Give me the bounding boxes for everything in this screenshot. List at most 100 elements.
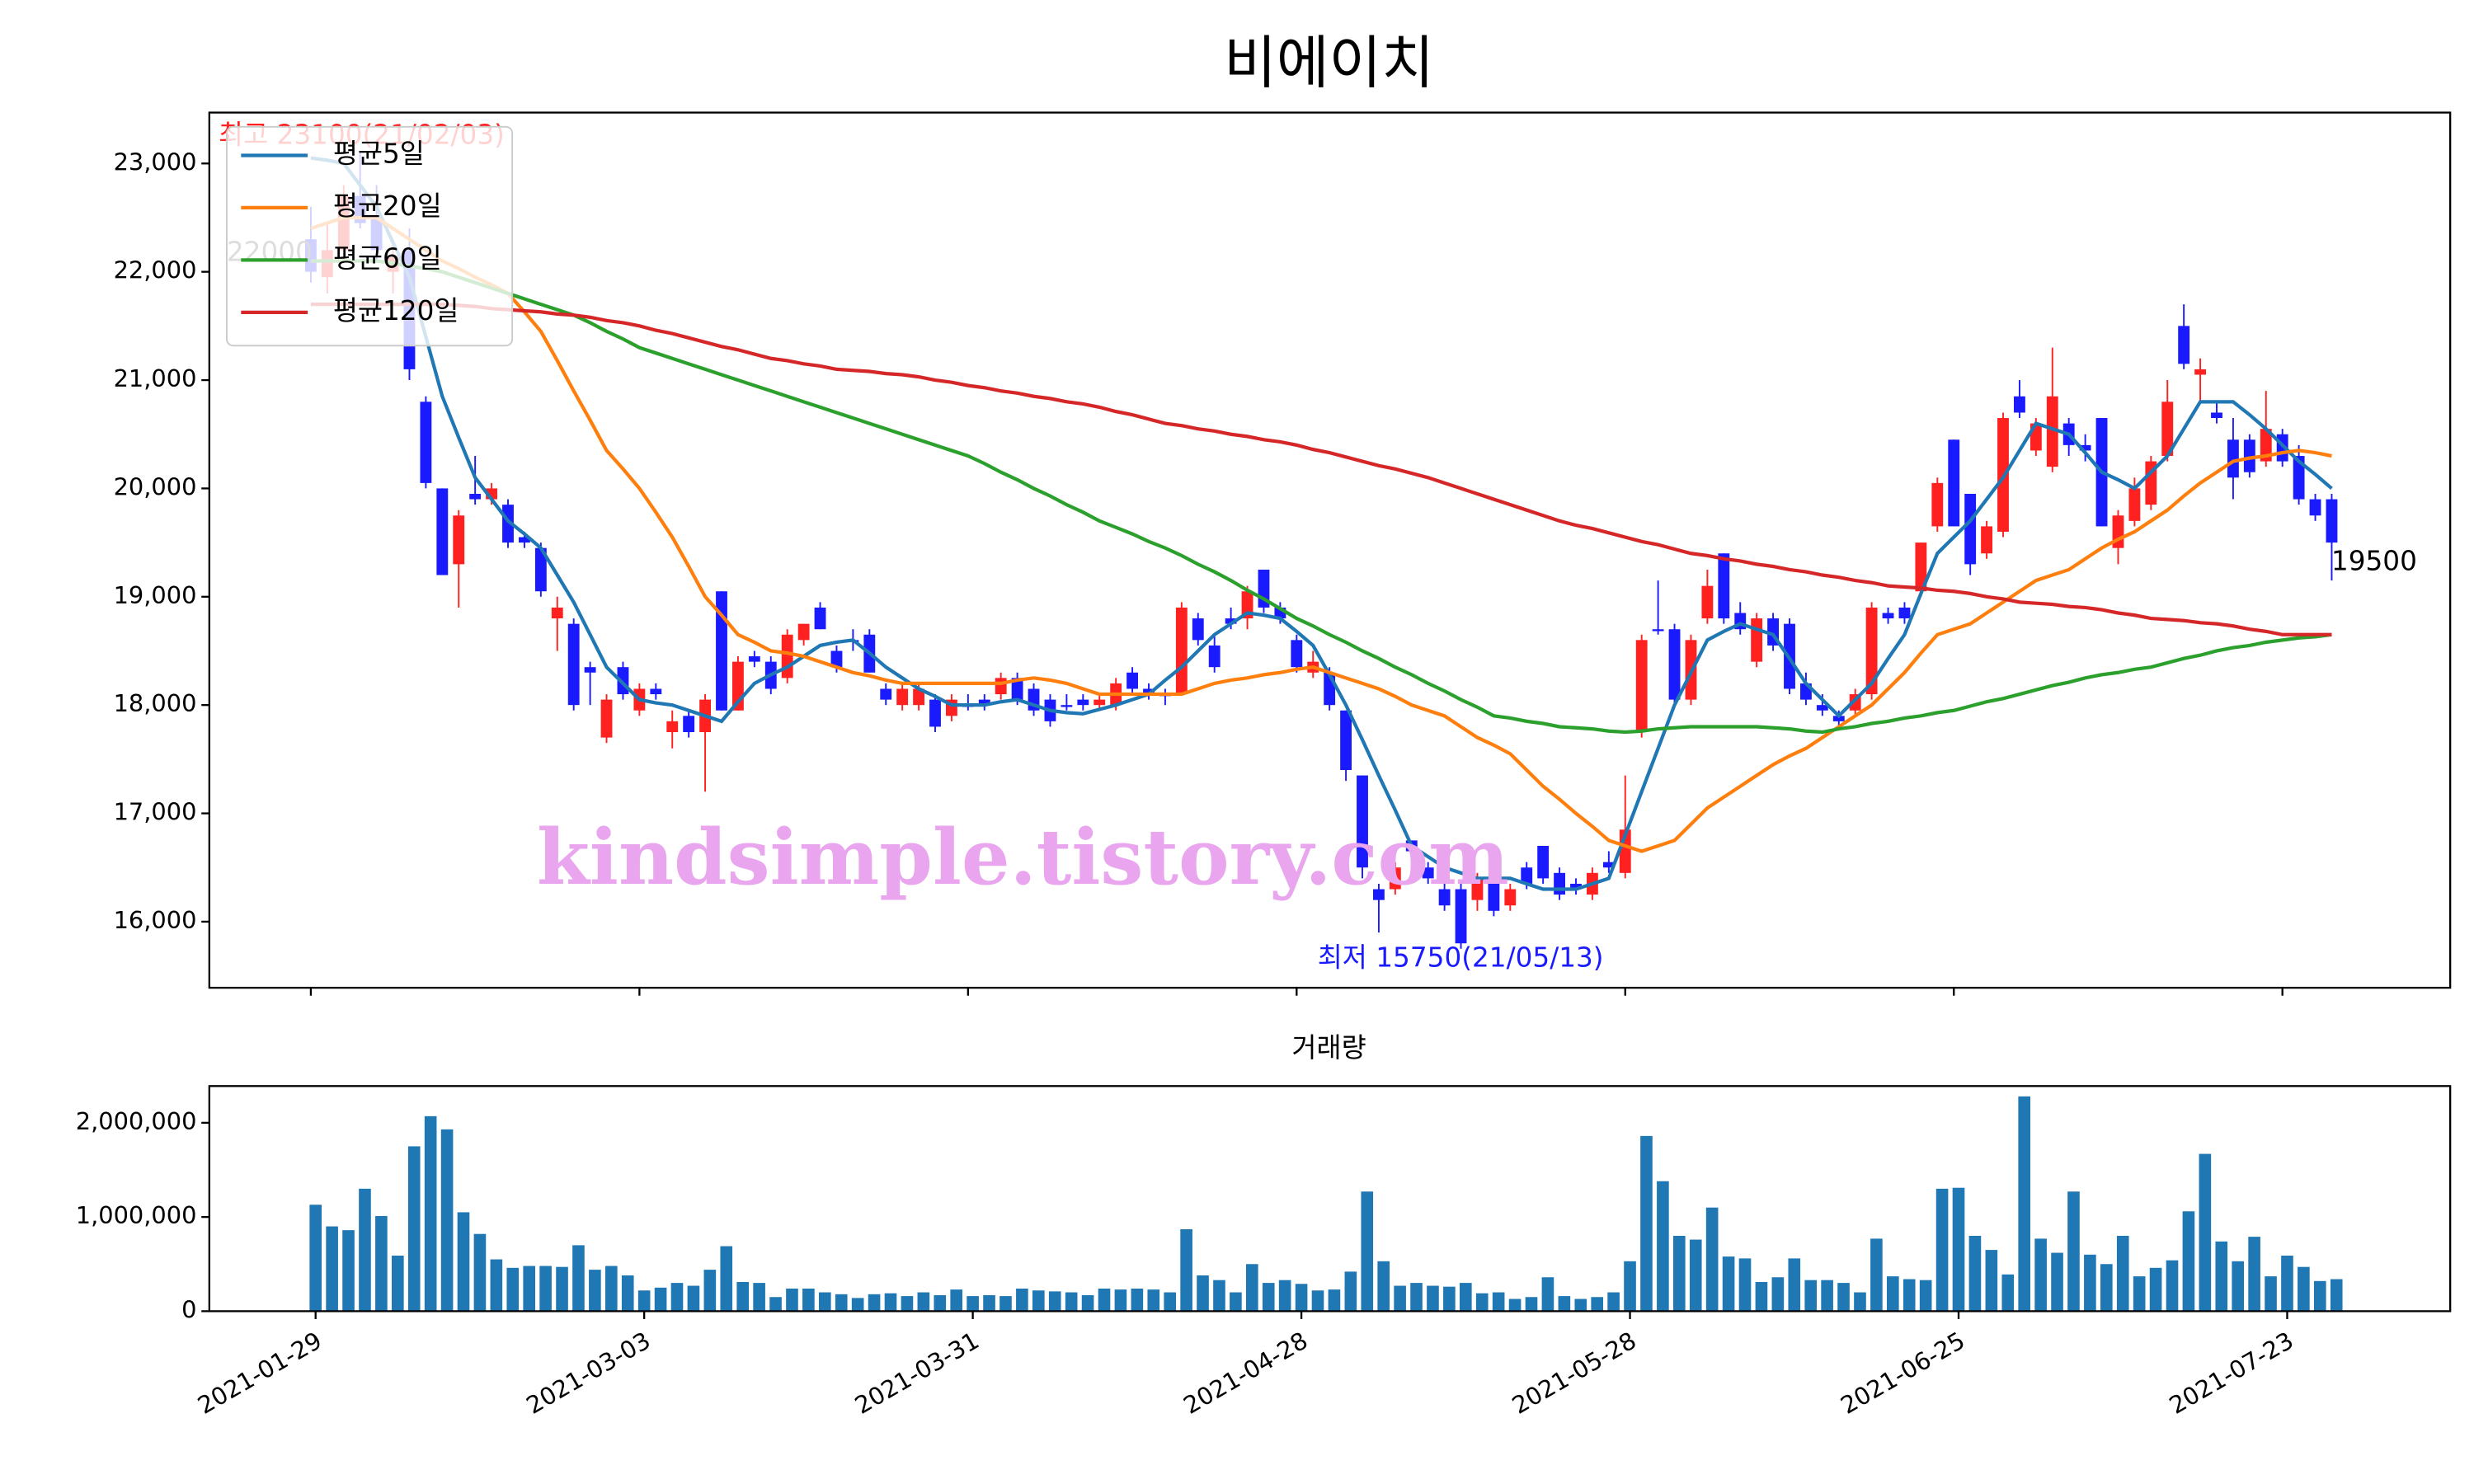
volume-bar xyxy=(539,1266,552,1312)
candle-body xyxy=(2211,412,2222,419)
volume-bar xyxy=(2149,1267,2162,1312)
volume-bar xyxy=(2199,1153,2212,1312)
volume-bar xyxy=(1311,1290,1324,1312)
ma-line xyxy=(310,156,2333,891)
candle-body xyxy=(1898,607,1911,619)
volume-bar xyxy=(670,1283,684,1312)
candle-body xyxy=(1948,439,1960,527)
y-tick-label: 22,000 xyxy=(114,256,197,284)
volume-bar xyxy=(967,1296,979,1312)
volume-bar xyxy=(736,1281,749,1312)
ma-line xyxy=(310,215,2332,853)
volume-bar xyxy=(720,1246,733,1312)
volume-bar xyxy=(2215,1241,2228,1312)
candle-body xyxy=(880,688,892,700)
candle-body xyxy=(2178,326,2190,364)
volume-bar xyxy=(703,1270,717,1312)
volume-bar xyxy=(1262,1283,1275,1312)
ma-line xyxy=(310,302,2332,636)
candle-body xyxy=(1570,883,1582,890)
candle-body xyxy=(1668,629,1681,700)
candle-body xyxy=(650,688,662,695)
chart-title: 비에이치 xyxy=(1224,31,1434,96)
candle-body xyxy=(2145,461,2157,505)
candle-body xyxy=(1602,862,1615,868)
volume-bar xyxy=(835,1294,848,1312)
volume-bar xyxy=(1935,1188,1949,1312)
volume-bar xyxy=(950,1289,962,1312)
candle-body xyxy=(1291,640,1303,668)
candle-body xyxy=(797,623,810,641)
volume-bar xyxy=(687,1285,700,1312)
candle-body xyxy=(2079,444,2091,451)
volume-bar xyxy=(802,1288,815,1312)
volume-bar xyxy=(1131,1288,1144,1312)
volume-bar xyxy=(1607,1292,1620,1312)
y-tick-label: 0 xyxy=(181,1295,196,1323)
volume-bar xyxy=(326,1226,338,1312)
candle-body xyxy=(1718,553,1730,619)
volume-bar xyxy=(2051,1252,2063,1312)
volume-bar xyxy=(490,1259,503,1312)
volume-bar xyxy=(523,1266,535,1312)
volume-bar xyxy=(1837,1283,1850,1312)
candle-body xyxy=(1865,607,1878,695)
candle-body xyxy=(748,656,760,662)
candle-body xyxy=(584,667,596,673)
volume-bar xyxy=(2018,1096,2030,1312)
volume-bar xyxy=(407,1146,421,1312)
volume-bar xyxy=(621,1275,634,1312)
volume-bar xyxy=(1771,1277,1785,1312)
candle-body xyxy=(978,699,990,706)
volume-bar xyxy=(1985,1250,1998,1312)
volume-bar xyxy=(2116,1235,2129,1312)
candle-body xyxy=(1389,867,1401,890)
volume-bar xyxy=(1788,1258,1801,1312)
price-frame xyxy=(208,111,2452,989)
volume-bar xyxy=(457,1212,470,1312)
ma-line xyxy=(310,259,2332,735)
volume-bar xyxy=(1854,1292,1866,1312)
volume-bar xyxy=(1377,1261,1390,1312)
candle-body xyxy=(1652,629,1664,632)
y-tick-label: 1,000,000 xyxy=(76,1201,197,1229)
volume-bar xyxy=(2248,1237,2260,1312)
volume-bar xyxy=(2265,1276,2277,1312)
volume-bar xyxy=(1344,1271,1357,1312)
volume-bar xyxy=(2067,1191,2080,1312)
candle-body xyxy=(1438,889,1451,906)
volume-bar xyxy=(983,1294,995,1312)
volume-bar xyxy=(1591,1297,1603,1312)
volume-bar xyxy=(2281,1255,2293,1312)
candle-body xyxy=(502,505,514,543)
candle-body xyxy=(896,688,909,706)
volume-bar xyxy=(506,1267,520,1312)
volume-bar xyxy=(2298,1266,2310,1312)
volume-bar xyxy=(1197,1275,1209,1312)
volume-bar xyxy=(819,1292,831,1312)
volume-bar xyxy=(1952,1187,1965,1312)
volume-bar xyxy=(473,1233,487,1312)
volume-bar xyxy=(556,1266,568,1312)
y-tick-label: 17,000 xyxy=(114,798,197,826)
volume-bar xyxy=(1213,1280,1225,1312)
candle-body xyxy=(2161,402,2174,457)
volume-bar xyxy=(1968,1235,1982,1312)
legend-label: 평균20일 xyxy=(333,190,442,222)
volume-bar xyxy=(1640,1135,1653,1312)
y-tick-label: 20,000 xyxy=(114,472,197,500)
candle-body xyxy=(2128,488,2141,521)
volume-bar xyxy=(589,1270,601,1312)
legend-label: 평균120일 xyxy=(333,295,459,326)
volume-bar xyxy=(2330,1279,2343,1312)
candle-body xyxy=(1126,672,1139,689)
candle-body xyxy=(1816,705,1828,711)
volume-bar xyxy=(1278,1280,1291,1312)
volume-bar xyxy=(1114,1289,1127,1312)
candle-body xyxy=(2014,396,2025,413)
volume-bar xyxy=(1558,1296,1571,1312)
candle-body xyxy=(666,721,679,733)
candle-body xyxy=(1192,618,1204,641)
y-tick-label: 18,000 xyxy=(114,689,197,717)
